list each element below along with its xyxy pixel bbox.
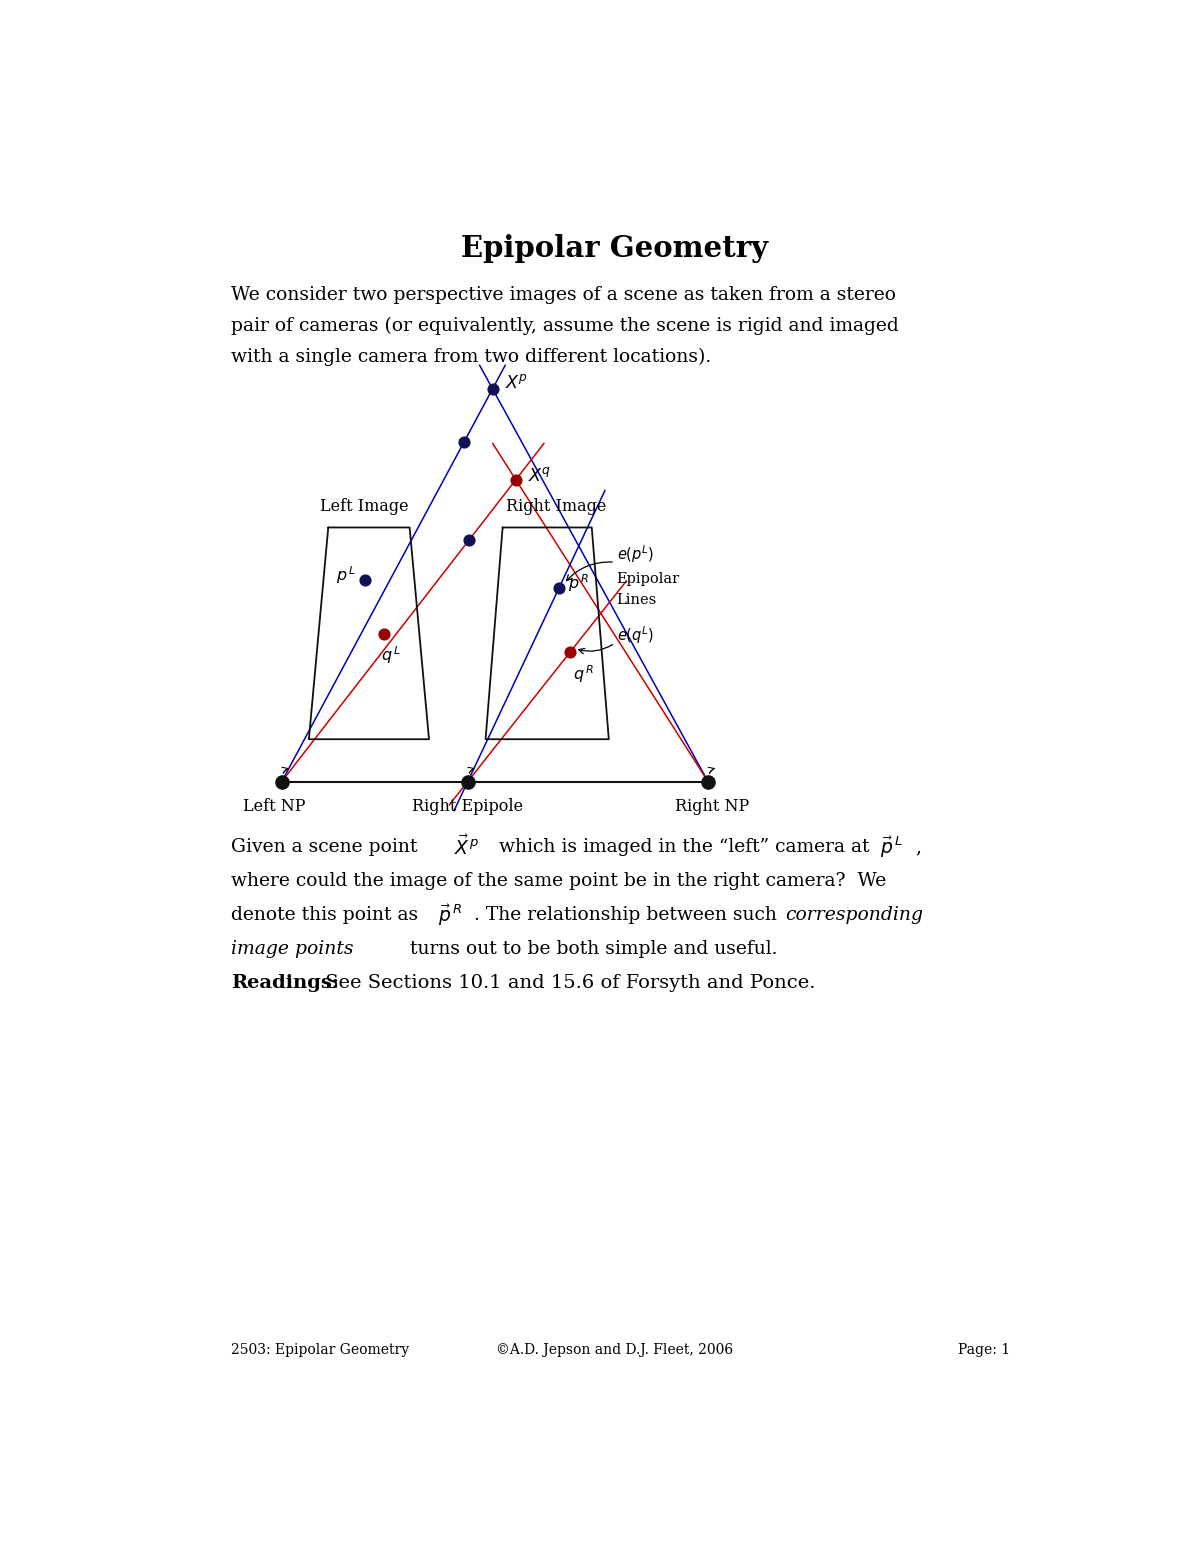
Text: where could the image of the same point be in the right camera?  We: where could the image of the same point … bbox=[232, 871, 887, 890]
Text: Right Image: Right Image bbox=[506, 497, 607, 514]
Text: with a single camera from two different locations).: with a single camera from two different … bbox=[232, 348, 712, 365]
Text: image points: image points bbox=[232, 940, 354, 958]
Point bbox=[458, 769, 478, 794]
Point bbox=[482, 376, 502, 401]
Point bbox=[356, 567, 376, 592]
Text: $X^q$: $X^q$ bbox=[528, 467, 551, 485]
Point bbox=[560, 640, 580, 665]
Text: ©A.D. Jepson and D.J. Fleet, 2006: ©A.D. Jepson and D.J. Fleet, 2006 bbox=[497, 1343, 733, 1357]
Text: Left NP: Left NP bbox=[242, 798, 305, 815]
Text: See Sections 10.1 and 15.6 of Forsyth and Ponce.: See Sections 10.1 and 15.6 of Forsyth an… bbox=[319, 974, 816, 992]
Text: Epipolar Geometry: Epipolar Geometry bbox=[462, 235, 768, 262]
Text: 2503: Epipolar Geometry: 2503: Epipolar Geometry bbox=[232, 1343, 409, 1357]
Text: pair of cameras (or equivalently, assume the scene is rigid and imaged: pair of cameras (or equivalently, assume… bbox=[232, 317, 899, 335]
Text: $q^{\,R}$: $q^{\,R}$ bbox=[574, 663, 594, 685]
Text: Epipolar: Epipolar bbox=[617, 572, 679, 585]
Text: turns out to be both simple and useful.: turns out to be both simple and useful. bbox=[404, 940, 778, 958]
Text: ,: , bbox=[916, 839, 922, 856]
Text: $\vec{X}^{\,p}$: $\vec{X}^{\,p}$ bbox=[454, 836, 480, 859]
Point bbox=[550, 575, 569, 599]
Point bbox=[374, 621, 394, 646]
Text: $\vec{p}^{\,R}$: $\vec{p}^{\,R}$ bbox=[438, 902, 462, 927]
Text: Page: 1: Page: 1 bbox=[958, 1343, 1010, 1357]
Text: $p^{\,R}$: $p^{\,R}$ bbox=[569, 572, 590, 593]
Text: Right NP: Right NP bbox=[674, 798, 749, 815]
Point bbox=[272, 769, 292, 794]
Text: $\vec{p}^{\,L}$: $\vec{p}^{\,L}$ bbox=[880, 834, 902, 860]
Text: . The relationship between such: . The relationship between such bbox=[474, 905, 782, 924]
Text: which is imaged in the “left” camera at: which is imaged in the “left” camera at bbox=[492, 839, 875, 856]
Text: $p^{\,L}$: $p^{\,L}$ bbox=[336, 564, 356, 585]
Text: denote this point as: denote this point as bbox=[232, 905, 425, 924]
Text: $e(p^L)$: $e(p^L)$ bbox=[617, 544, 654, 565]
Text: $X^p$: $X^p$ bbox=[505, 374, 528, 391]
Text: Left Image: Left Image bbox=[320, 497, 409, 514]
Point bbox=[460, 528, 479, 553]
Text: We consider two perspective images of a scene as taken from a stereo: We consider two perspective images of a … bbox=[232, 286, 896, 304]
Point bbox=[698, 769, 718, 794]
Text: Given a scene point: Given a scene point bbox=[232, 839, 424, 856]
Text: corresponding: corresponding bbox=[786, 905, 924, 924]
Text: $q^{\,L}$: $q^{\,L}$ bbox=[380, 644, 401, 666]
Text: Readings:: Readings: bbox=[232, 974, 340, 992]
Text: Lines: Lines bbox=[617, 593, 656, 607]
Point bbox=[455, 430, 474, 455]
Text: $e(q^L)$: $e(q^L)$ bbox=[617, 624, 654, 646]
Text: Right Epipole: Right Epipole bbox=[412, 798, 523, 815]
Point bbox=[506, 467, 526, 492]
